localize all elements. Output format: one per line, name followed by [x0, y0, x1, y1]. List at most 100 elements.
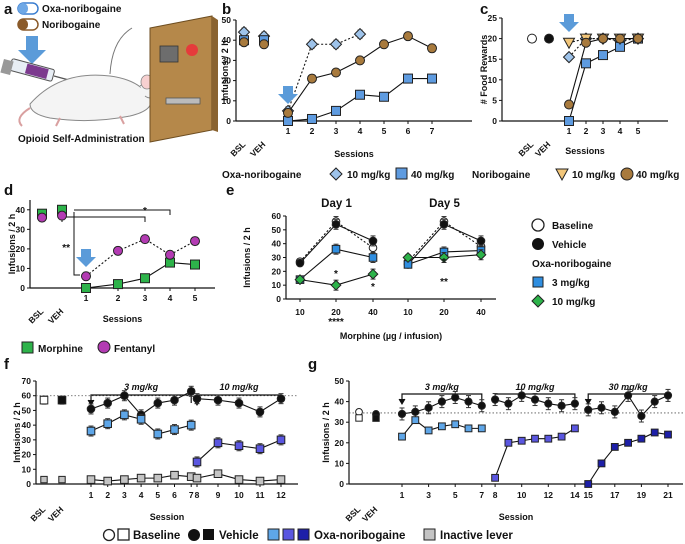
chart-g-veh-1-point-0 [491, 395, 500, 404]
chart-f-s1a-point-2 [120, 410, 129, 420]
chart-g-veh-0-point-2 [424, 403, 433, 412]
chart-f-s0a-point-0 [86, 404, 96, 414]
chart-b-s1-point-6 [427, 73, 437, 84]
chart-b-s1-point-5 [403, 73, 413, 84]
chart-c-s3-point-3 [615, 33, 625, 44]
legend-baseline-square [117, 528, 130, 541]
chart-f-y-tick-label: 0 [26, 479, 31, 489]
legend-e-baseline-marker [531, 218, 545, 232]
chart-d-s1-point-0 [81, 271, 91, 282]
chart-e-s1-point-0 [295, 258, 305, 268]
chart-e-star-3: **** [328, 317, 344, 328]
chart-g-oxa-1-point-1 [504, 438, 513, 447]
chart-g-oxa-2-point-6 [664, 430, 672, 439]
chart-e-y-tick-label: 10 [272, 280, 282, 290]
chart-d-x-tick-label: 2 [116, 293, 121, 303]
chart-e-s1-point-2 [368, 236, 378, 246]
chart-g-bsl-point-0 [355, 414, 363, 422]
chart-f-s2a-point-5 [170, 470, 179, 480]
chart-g-veh-0-point-0 [397, 409, 407, 419]
chart-g-veh-point-0 [372, 414, 380, 422]
chart-e-x-tick-label: 10 [403, 307, 413, 317]
chart-f-s2a-point-1 [103, 476, 113, 486]
chart-c-s3-line [568, 38, 638, 105]
legend-nori10-marker [555, 168, 569, 182]
chart-b-s0-point-3 [353, 27, 367, 41]
chart-f-y-tick-label: 40 [22, 420, 32, 430]
chart-f-x-tick-label: 10 [234, 490, 244, 500]
chart-f-s1a-point-0 [86, 426, 96, 436]
chart-d-bracket-3 [73, 212, 80, 276]
chart-f-s2b-point-3 [255, 476, 265, 486]
chart-b-x-tick-label: 4 [358, 126, 363, 136]
chart-f-s1a-point-3 [136, 414, 146, 424]
chart-e-x-tick-label: 40 [368, 307, 378, 317]
chart-b-y-tick-label: 10 [222, 96, 232, 106]
chart-e-star-1: * [334, 269, 338, 280]
chart-b-s1-point-4 [379, 91, 389, 102]
chart-e-y-tick-label: 50 [272, 225, 282, 235]
chart-c-ylabel: # Food Rewards [479, 35, 489, 105]
panel-a-caption: Opioid Self-Administration [18, 134, 145, 145]
chart-f-s0b-point-0 [192, 394, 202, 403]
chart-e-s2-point-2 [368, 253, 378, 262]
chart-b-ylabel: Infusions / 2 h [220, 40, 230, 101]
chart-f-bsl-point-0 [39, 395, 49, 405]
inactive-lever-light [159, 45, 179, 63]
chart-f-x-tick-label: 7 [189, 490, 194, 500]
chart-b-y-tick-label: 50 [222, 15, 232, 25]
chart-g-xlabel: Session [499, 512, 534, 522]
legend-nori-title: Noribogaine [472, 170, 531, 181]
legend-oxa10-marker [329, 167, 343, 181]
chart-f-x-tick-label: 5 [155, 490, 160, 500]
chart-e-subtitle: Day 5 [429, 198, 460, 210]
chart-e-xlabel: Morphine (µg / infusion) [340, 331, 442, 341]
chart-f-dose-label-1: 3 mg/kg [124, 382, 159, 392]
chart-g-x-tick-label: 8 [493, 490, 498, 500]
legend-oxa10-label: 10 mg/kg [347, 170, 390, 181]
chart-b-x-tick-label: 6 [406, 126, 411, 136]
chart-e-y-tick-label: 40 [272, 239, 282, 249]
chart-e-y-tick-label: 20 [272, 266, 282, 276]
chart-c-x-tick-label: 3 [601, 126, 606, 136]
chart-g-veh-0-point-6 [477, 401, 486, 410]
chart-d-y-tick-label: 0 [20, 283, 25, 293]
chart-d-y-tick-label: 40 [16, 205, 26, 215]
chart-d-x-tick-label: VEH [46, 306, 65, 325]
chart-g-x-tick-label: BSL [343, 504, 362, 523]
lever-icon [165, 97, 201, 105]
chart-g-veh-1-point-1 [504, 399, 513, 408]
chart-c-arrow-icon [559, 14, 579, 32]
chart-d-y-tick-label: 30 [16, 224, 26, 234]
chart-g-y-tick-label: 30 [335, 417, 345, 427]
chart-g-oxa-0-point-1 [411, 416, 420, 425]
chart-f-s2a-point-0 [86, 475, 96, 484]
chart-f-x-tick-label: VEH [46, 504, 65, 523]
panel-a-illustration: Oxa-noribogaine Noribogaine [0, 2, 218, 145]
chart-e-s5-point-1 [439, 220, 449, 229]
legend-inactive-label: Inactive lever [440, 530, 513, 542]
chart-g-y-tick-label: 50 [335, 376, 345, 386]
chart-f-x-tick-label: 2 [105, 490, 110, 500]
chart-g-x-tick-label: 1 [400, 490, 405, 500]
chart-g-oxa-1-point-0 [491, 473, 500, 482]
legend-vehicle-label: Vehicle [219, 530, 259, 542]
panel-label-d: d [4, 182, 13, 199]
legend-nori40-label: 40 mg/kg [636, 170, 679, 181]
chart-g-x-tick-label: 10 [517, 490, 527, 500]
chart-g-oxa-0-point-5 [464, 424, 473, 433]
chart-d-s1-point-2 [140, 234, 150, 245]
chart-d-s0-point-4 [190, 259, 200, 270]
chart-c-s0-point-0 [562, 50, 576, 64]
chart-f-x-tick-label: 1 [89, 490, 94, 500]
legend-baseline-circle [102, 528, 116, 542]
legend-bc: Oxa-noribogaine 10 mg/kg 40 mg/kg Noribo… [222, 167, 679, 182]
chart-f-s1a-point-4 [153, 429, 163, 439]
chart-c-y-tick-label: 5 [492, 95, 497, 105]
chart-d-s0-point-0 [81, 283, 91, 293]
legend-e-3mg-label: 3 mg/kg [552, 278, 590, 289]
legend-e-vehicle-label: Vehicle [552, 240, 587, 251]
chart-f-s1b-point-4 [276, 435, 286, 445]
chart-f-x-tick-label: 12 [276, 490, 286, 500]
